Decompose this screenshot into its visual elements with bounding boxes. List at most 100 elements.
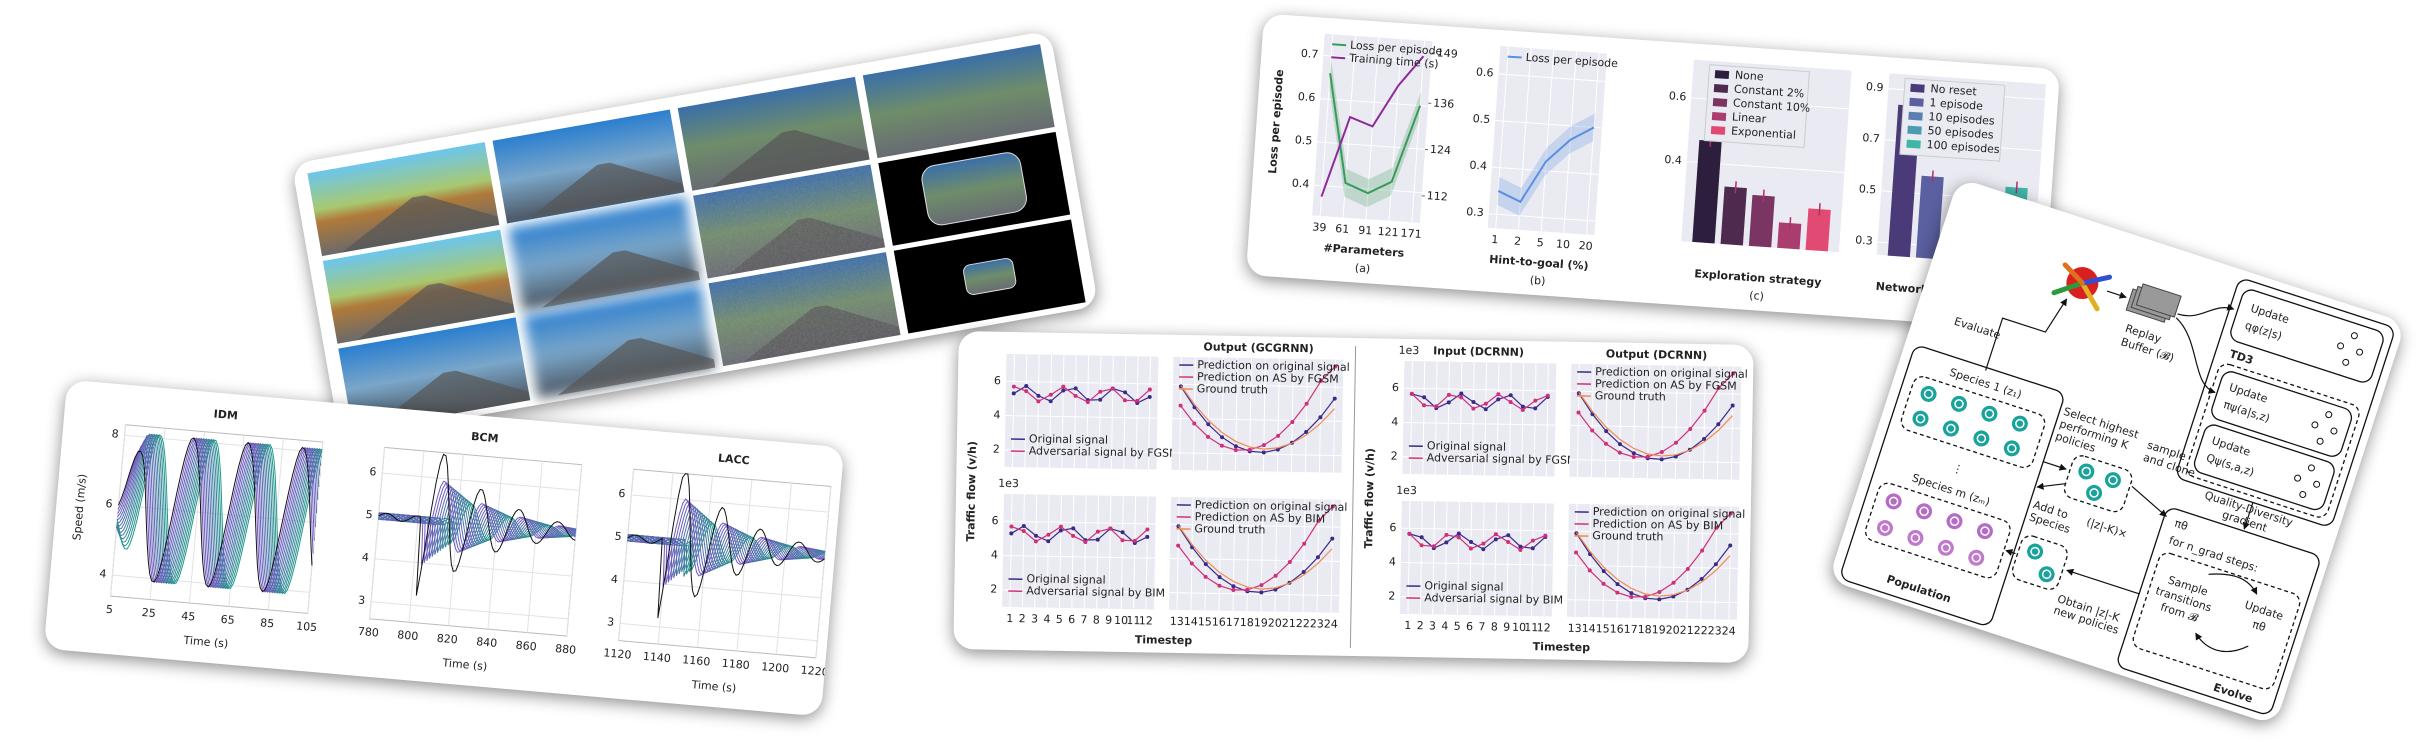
y-tick-label: 3 xyxy=(358,594,366,608)
grid-line xyxy=(1545,363,1549,477)
x-tick-label: 800 xyxy=(397,628,419,643)
grid-line xyxy=(1469,502,1473,616)
panel-title: BCM xyxy=(471,430,499,445)
legend-label: Original signal xyxy=(1427,439,1506,453)
x-tick-label: 17 xyxy=(1624,623,1638,636)
grid-line xyxy=(1409,360,1413,474)
legend-swatch xyxy=(1710,125,1726,135)
grid-line xyxy=(775,482,792,655)
grid-line xyxy=(1508,362,1512,476)
x-tick-label: 1 xyxy=(1006,612,1013,625)
scale-label: 1e3 xyxy=(1396,484,1417,497)
x-tick-label: 1 xyxy=(1404,619,1411,632)
photo-tile xyxy=(693,164,886,279)
net-node xyxy=(2342,358,2350,366)
grid-line xyxy=(1411,40,1426,223)
grid-line xyxy=(1034,494,1038,608)
td3-inner xyxy=(2186,363,2360,518)
road xyxy=(711,130,870,188)
legend-label: Constant 10% xyxy=(1733,96,1811,114)
grid-line xyxy=(1567,599,1738,604)
grid-line xyxy=(1728,506,1732,620)
grid-line xyxy=(1290,358,1294,472)
legend-swatch xyxy=(1906,139,1921,149)
grid-line xyxy=(1616,504,1620,618)
error-bar xyxy=(1762,189,1765,202)
policy-ring xyxy=(1880,523,1890,533)
grid-line xyxy=(623,580,822,599)
grid-line xyxy=(1576,363,1580,477)
grid-line xyxy=(1618,364,1622,478)
policy-ring xyxy=(2108,475,2118,485)
grid-line xyxy=(1521,362,1525,476)
y2-tick-label: 124 xyxy=(1430,143,1452,157)
x-tick-label: 45 xyxy=(181,609,196,623)
grid-line xyxy=(1672,505,1676,619)
x-tick-label: 21 xyxy=(1282,617,1296,630)
y-tick-label: 8 xyxy=(111,427,119,441)
photo-crop xyxy=(921,152,1027,226)
grid-line xyxy=(1630,504,1634,618)
legend-label: No reset xyxy=(1930,82,1978,98)
grid-line xyxy=(1274,498,1278,612)
policy-ring xyxy=(1984,408,1995,419)
policy-ring xyxy=(2041,569,2052,580)
grid-line xyxy=(1570,390,1741,395)
y-tick-label: 6 xyxy=(991,514,998,527)
x-axis-label: Timestep xyxy=(1533,640,1591,654)
signal-line xyxy=(1011,525,1148,544)
panel-title: Input (DCRNN) xyxy=(1433,344,1524,359)
label: Population xyxy=(1885,572,1953,605)
legend-swatch xyxy=(1714,70,1730,80)
grid-line xyxy=(1332,359,1336,473)
legend-label: 10 episodes xyxy=(1928,110,1995,128)
grid-line xyxy=(487,457,504,630)
y-tick-label: 4 xyxy=(1389,555,1396,568)
policy-dot xyxy=(2003,440,2020,457)
trajectory xyxy=(627,506,825,579)
grid-line xyxy=(1540,49,1555,232)
policy-dot xyxy=(2086,484,2103,501)
x-tick-label: 1 xyxy=(1491,233,1499,246)
population-box xyxy=(1841,346,2064,626)
legend-label: Linear xyxy=(1732,110,1767,125)
x-tick-label: 8 xyxy=(1093,613,1100,626)
trajectory xyxy=(117,437,316,593)
policy-ring xyxy=(1954,399,1964,409)
grid-line xyxy=(1133,496,1137,610)
grid-line xyxy=(657,472,674,645)
legend-swatch xyxy=(1331,56,1346,60)
grid-line xyxy=(1444,501,1448,615)
x-tick-label: 39 xyxy=(1312,220,1327,234)
y-tick-label: 6 xyxy=(105,497,113,511)
y-tick-label: 2 xyxy=(993,443,1000,456)
grid-line xyxy=(1005,415,1158,419)
bar xyxy=(1692,139,1722,244)
y-tick-label: 6 xyxy=(618,487,626,501)
road xyxy=(542,250,700,308)
x-axis-label: Time (s) xyxy=(690,678,737,695)
x-tick-label: 10 xyxy=(1114,614,1128,627)
legend-label: Original signal xyxy=(1424,579,1503,593)
photo-card xyxy=(291,30,1099,440)
net-node xyxy=(2294,474,2302,482)
x-tick-label: 2 xyxy=(1514,234,1522,247)
grid-line xyxy=(1702,366,1706,480)
grid-line xyxy=(1493,502,1497,616)
selected-box xyxy=(2063,455,2133,513)
grid-line xyxy=(620,622,818,642)
legend-label: 50 episodes xyxy=(1927,124,1994,142)
bar xyxy=(1720,186,1747,246)
policy-dot xyxy=(1916,503,1933,520)
traffic-figure: Traffic flow (v/h) Traffic flow (v/h) Outp… xyxy=(964,340,1748,654)
photo-tile xyxy=(523,284,716,399)
scale-label: 1e3 xyxy=(998,477,1019,490)
road xyxy=(357,282,515,341)
policy-dot xyxy=(2038,566,2055,583)
x-tick-label: 780 xyxy=(357,625,379,640)
grid-line xyxy=(1011,354,1015,468)
signal-line xyxy=(1575,532,1731,597)
y-tick-label: 6 xyxy=(1392,381,1399,394)
x-tick-label: 15 xyxy=(1596,622,1610,635)
legend-swatch xyxy=(1910,83,1925,93)
